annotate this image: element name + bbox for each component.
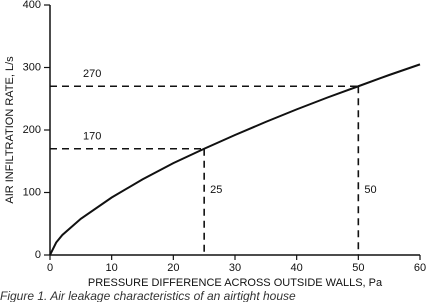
- y-tick-label: 0: [35, 249, 41, 261]
- y-tick-label: 400: [23, 0, 41, 11]
- x-tick-label: 10: [106, 262, 118, 274]
- x-tick-label: 50: [352, 262, 364, 274]
- y-tick-label: 200: [23, 124, 41, 136]
- reference-label: 50: [364, 184, 376, 196]
- x-tick-label: 30: [229, 262, 241, 274]
- x-tick-label: 0: [47, 262, 53, 274]
- caption: Figure 1. Air leakage characteristics of…: [0, 289, 296, 302]
- x-axis-label: PRESSURE DIFFERENCE ACROSS OUTSIDE WALLS…: [88, 277, 383, 289]
- reference-label: 25: [210, 184, 222, 196]
- x-tick-label: 40: [291, 262, 303, 274]
- reference-label: 270: [83, 68, 101, 80]
- x-tick-label: 20: [167, 262, 179, 274]
- y-tick-label: 300: [23, 61, 41, 73]
- y-tick-label: 100: [23, 186, 41, 198]
- x-tick-label: 60: [414, 262, 426, 274]
- data-line: [49, 63, 421, 256]
- reference-label: 170: [83, 131, 101, 143]
- y-axis-label: AIR INFILTRATION RATE, L/s: [4, 56, 16, 204]
